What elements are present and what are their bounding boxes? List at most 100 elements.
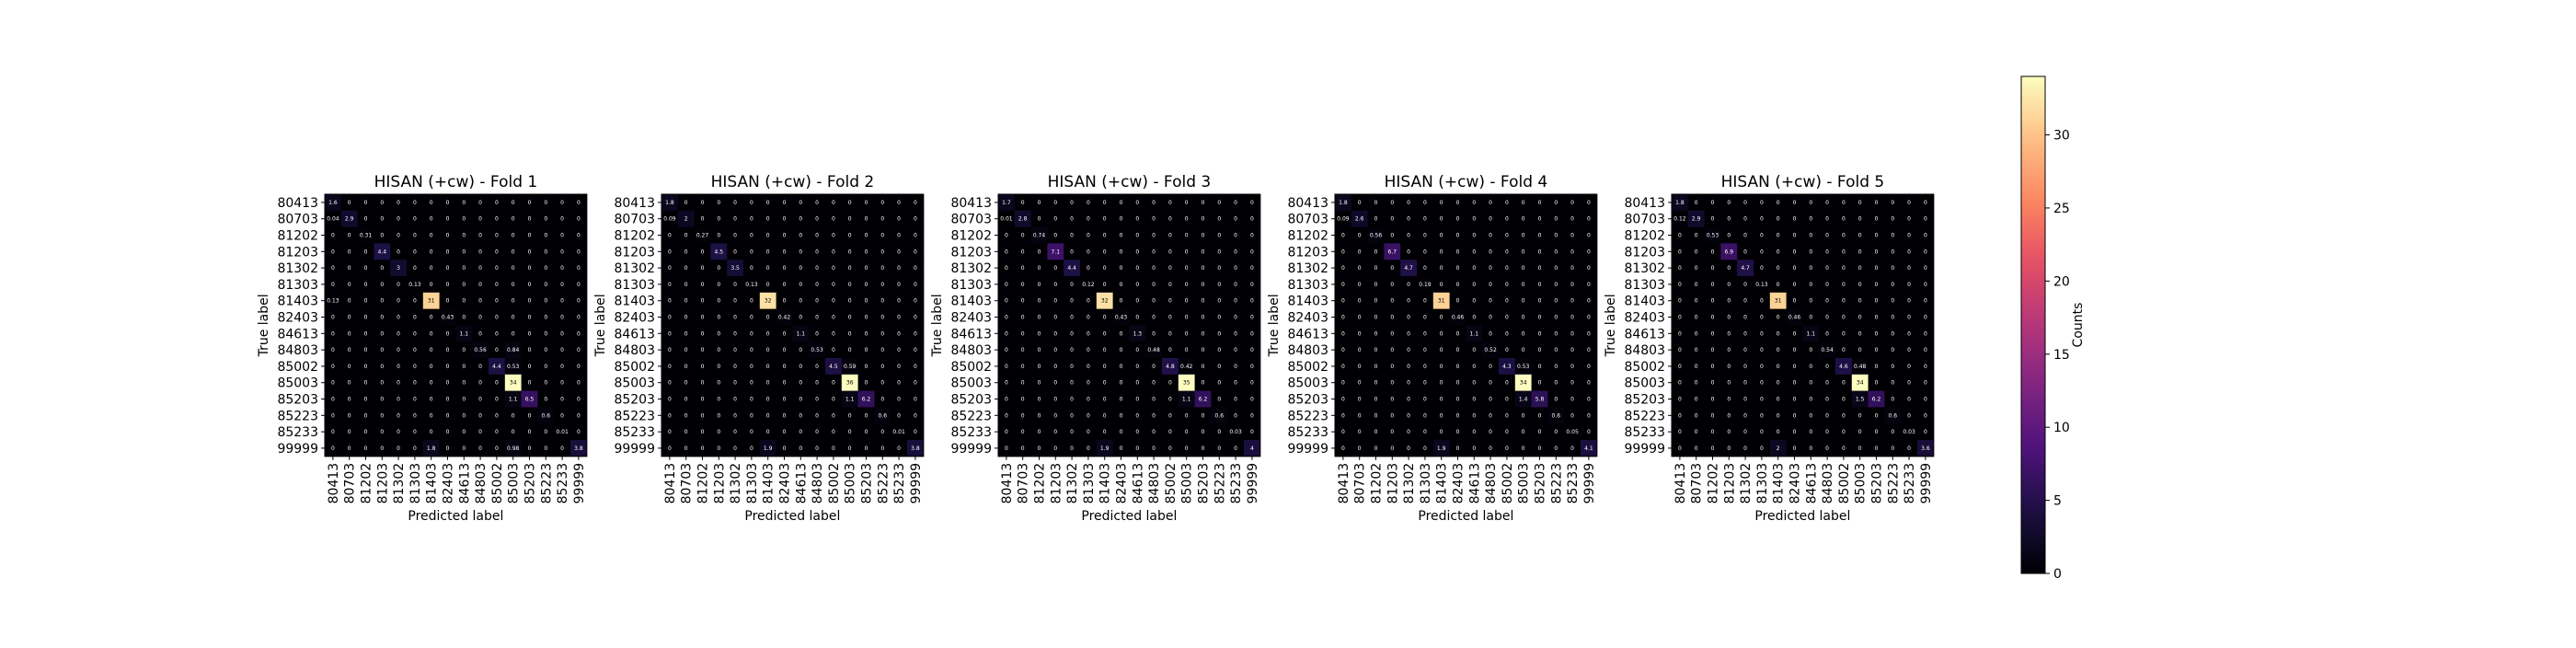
heatmap-cell bbox=[439, 260, 456, 277]
heatmap-cell bbox=[857, 243, 875, 260]
heatmap-cell bbox=[1802, 341, 1820, 359]
cell-value-label: 0 bbox=[1152, 233, 1156, 239]
cell-value-label: 0 bbox=[733, 380, 737, 387]
cell-value-label: 0 bbox=[478, 446, 482, 452]
cell-value-label: 0 bbox=[1538, 233, 1542, 239]
cell-value-label: 0 bbox=[1760, 249, 1764, 255]
heatmap-cell bbox=[1145, 194, 1163, 212]
cell-value-label: 0 bbox=[1777, 282, 1780, 288]
cell-value-label: 0 bbox=[397, 330, 400, 337]
cell-value-label: 0 bbox=[1234, 364, 1237, 370]
heatmap-cell bbox=[1014, 292, 1031, 309]
x-tick-label: 82403 bbox=[778, 463, 793, 504]
heatmap-cell bbox=[776, 325, 793, 342]
cell-value-label: 0 bbox=[544, 233, 547, 239]
heatmap-cell bbox=[340, 358, 358, 376]
cell-value-label: 0 bbox=[1472, 249, 1476, 255]
heatmap-cell bbox=[1564, 308, 1581, 326]
heatmap-panel-1: 1.6 0 0 0 0 0 0 0 0 0 0 0 0 0 0 00.04 2.9 0 0 0 0 0 0 0 0 0 0 0 0 0 00… bbox=[257, 173, 588, 524]
x-tick-label: 80413 bbox=[327, 463, 341, 504]
cell-value-label: 0 bbox=[397, 429, 400, 435]
cell-value-label: 0 bbox=[815, 233, 819, 239]
cell-value-label: 0 bbox=[380, 364, 384, 370]
cell-value-label: 0 bbox=[1891, 330, 1894, 337]
heatmap-cell bbox=[1178, 276, 1195, 294]
cell-value-label: 0 bbox=[1924, 298, 1927, 305]
cell-value-label: 0 bbox=[1038, 429, 1041, 435]
heatmap-cell bbox=[1129, 341, 1146, 359]
heatmap-cell bbox=[1367, 407, 1385, 424]
heatmap-cell bbox=[857, 423, 875, 441]
heatmap-cell bbox=[1194, 292, 1212, 309]
cell-value-label: 0 bbox=[1103, 282, 1107, 288]
heatmap-cell bbox=[1064, 374, 1081, 391]
cell-value-label: 0 bbox=[1695, 397, 1698, 403]
cell-value-label: 0 bbox=[544, 298, 547, 305]
cell-value-label: 0 bbox=[380, 347, 384, 353]
y-tick-label: 84613 bbox=[1287, 327, 1328, 341]
cell-value-label: 0 bbox=[1711, 265, 1715, 272]
cell-value-label: 0 bbox=[1456, 412, 1460, 419]
cell-value-label: 0 bbox=[701, 298, 705, 305]
cell-value-label: 0 bbox=[1358, 249, 1362, 255]
cell-value-label: 0 bbox=[560, 216, 564, 223]
cell-value-label: 0 bbox=[897, 249, 901, 255]
heatmap-cell bbox=[1080, 243, 1098, 260]
heatmap-cell bbox=[1514, 210, 1532, 227]
heatmap-cell bbox=[504, 194, 522, 212]
heatmap-cell bbox=[1901, 358, 1918, 376]
heatmap-cell bbox=[1400, 308, 1418, 326]
cell-value-label: 0.46 bbox=[1452, 315, 1465, 321]
heatmap-cell bbox=[1244, 358, 1261, 376]
cell-value-label: 0 bbox=[1021, 429, 1025, 435]
y-tick-label: 99999 bbox=[1287, 442, 1328, 457]
cell-value-label: 1.5 bbox=[1856, 397, 1865, 403]
cell-value-label: 0 bbox=[413, 249, 417, 255]
heatmap-cell bbox=[727, 341, 744, 359]
heatmap-cell bbox=[521, 260, 538, 277]
heatmap-cell bbox=[727, 194, 744, 212]
y-tick-label: 85233 bbox=[277, 425, 318, 440]
cell-value-label: 0 bbox=[848, 233, 852, 239]
cell-value-label: 0 bbox=[1374, 380, 1378, 387]
cell-value-label: 0 bbox=[766, 364, 770, 370]
cell-value-label: 0 bbox=[1907, 282, 1911, 288]
heatmap-cell bbox=[374, 341, 391, 359]
x-tick-label: 85223 bbox=[1549, 463, 1564, 504]
cell-value-label: 0 bbox=[1727, 315, 1731, 321]
heatmap-cell bbox=[1096, 358, 1113, 376]
cell-value-label: 0 bbox=[1695, 298, 1698, 305]
cell-value-label: 0 bbox=[799, 429, 802, 435]
cell-value-label: 0 bbox=[766, 397, 770, 403]
heatmap-cell bbox=[1096, 292, 1113, 309]
cell-value-label: 0 bbox=[380, 380, 384, 387]
heatmap-cell bbox=[504, 440, 522, 457]
heatmap-cell bbox=[1047, 374, 1064, 391]
cell-value-label: 0 bbox=[1021, 330, 1025, 337]
cell-value-label: 0 bbox=[478, 265, 482, 272]
heatmap-cell bbox=[1178, 325, 1195, 342]
cell-value-label: 0 bbox=[397, 233, 400, 239]
cell-value-label: 0 bbox=[430, 364, 433, 370]
heatmap-cell bbox=[1769, 358, 1787, 376]
cell-value-label: 0 bbox=[880, 265, 884, 272]
heatmap-cell bbox=[710, 440, 728, 457]
heatmap-cell bbox=[374, 358, 391, 376]
heatmap-cell bbox=[357, 260, 374, 277]
cell-value-label: 0 bbox=[1070, 216, 1074, 223]
cell-value-label: 0 bbox=[1423, 249, 1427, 255]
heatmap-cell bbox=[1754, 210, 1771, 227]
y-tick-label: 85003 bbox=[277, 376, 318, 391]
colorbar-bar bbox=[2020, 75, 2046, 574]
cell-value-label: 0 bbox=[783, 397, 787, 403]
cell-value-label: 0 bbox=[783, 429, 787, 435]
x-tick-label: 84803 bbox=[811, 463, 825, 504]
cell-value-label: 0 bbox=[1005, 233, 1008, 239]
heatmap-cell bbox=[776, 440, 793, 457]
heatmap-cell bbox=[455, 194, 473, 212]
heatmap-cell bbox=[1145, 374, 1163, 391]
heatmap-cell bbox=[1802, 292, 1820, 309]
heatmap-cell bbox=[776, 210, 793, 227]
heatmap-cell bbox=[857, 390, 875, 408]
cell-value-label: 0 bbox=[1793, 249, 1797, 255]
